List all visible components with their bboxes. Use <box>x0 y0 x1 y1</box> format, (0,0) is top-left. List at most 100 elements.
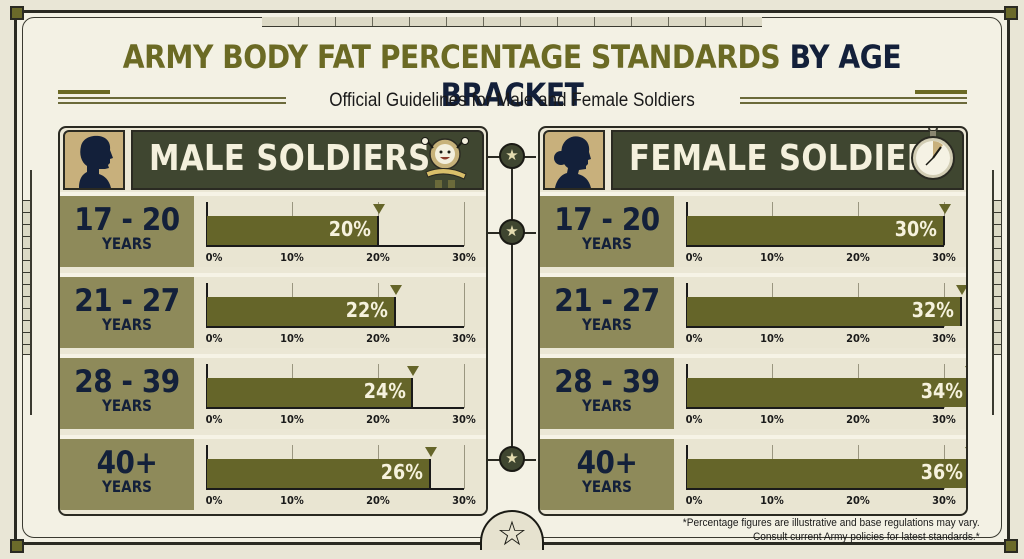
tape-measure-mascot-icon <box>421 137 469 188</box>
age-range-label: 17 - 20 <box>554 202 660 238</box>
female-panel-header: FEMALE SOLDIERS <box>540 128 966 192</box>
age-range-label: 40+ <box>576 445 638 481</box>
male-header-bar: MALE SOLDIERS <box>131 130 484 190</box>
age-range-label: 40+ <box>96 445 158 481</box>
age-bracket: 40+ YEARS <box>540 439 674 510</box>
axis-tick-label: 10% <box>760 413 784 426</box>
age-unit-label: YEARS <box>102 396 152 415</box>
star-icon: ★ <box>499 143 525 169</box>
bar-value-label: 24% <box>363 379 406 403</box>
axis-tick-label: 10% <box>760 332 784 345</box>
axis-tick-label: 0% <box>685 494 703 507</box>
axis-tick-label: 0% <box>685 251 703 264</box>
axis-tick-label: 30% <box>932 332 956 345</box>
age-bracket: 40+ YEARS <box>60 439 194 510</box>
axis-tick-label: 30% <box>932 251 956 264</box>
page-title: ARMY BODY FAT PERCENTAGE STANDARDS BY AG… <box>61 38 962 114</box>
axis-tick-label: 10% <box>760 494 784 507</box>
age-unit-label: YEARS <box>582 396 632 415</box>
axis-tick-label: 30% <box>452 413 476 426</box>
star-icon: ★ <box>499 446 525 472</box>
axis-tick-label: 0% <box>685 413 703 426</box>
age-bracket: 21 - 27 YEARS <box>60 277 194 348</box>
gridline <box>464 364 465 408</box>
female-header-bar: FEMALE SOLDIERS <box>611 128 964 190</box>
data-bar: 26% <box>207 459 431 488</box>
age-bracket: 17 - 20 YEARS <box>60 196 194 267</box>
axis-tick-label: 20% <box>366 251 390 264</box>
axis-tick-label: 10% <box>280 251 304 264</box>
corner-square <box>1004 539 1018 553</box>
table-row: 21 - 27 YEARS 32% 0% 10% 20% 30% <box>540 273 966 348</box>
male-silhouette-icon <box>79 135 113 188</box>
female-silhouette-icon <box>554 136 591 188</box>
axis-tick-label: 20% <box>846 413 870 426</box>
marker-triangle-icon <box>956 285 966 295</box>
x-axis <box>686 488 944 490</box>
table-row: 17 - 20 YEARS 20% 0% 10% 20% 30% <box>60 192 486 267</box>
bar-value-label: 34% <box>920 379 963 403</box>
stopwatch-icon <box>911 128 955 180</box>
bar-chart: 22% 0% 10% 20% 30% <box>206 283 476 345</box>
table-row: 21 - 27 YEARS 22% 0% 10% 20% 30% <box>60 273 486 348</box>
axis-tick-label: 0% <box>685 332 703 345</box>
footnote-line-1: *Percentage figures are illustrative and… <box>683 517 980 529</box>
age-range-label: 21 - 27 <box>74 283 180 319</box>
corner-square <box>10 539 24 553</box>
bar-value-label: 32% <box>912 298 955 322</box>
title-accent-bar <box>58 90 110 94</box>
data-bar: 32% <box>687 297 963 326</box>
age-range-label: 28 - 39 <box>74 364 180 400</box>
x-axis <box>686 245 944 247</box>
age-unit-label: YEARS <box>102 477 152 496</box>
marker-triangle-icon <box>373 204 385 214</box>
page-subtitle: Official Guidelines for Male and Female … <box>329 90 695 111</box>
axis-tick-label: 10% <box>760 251 784 264</box>
age-range-label: 28 - 39 <box>554 364 660 400</box>
star-icon: ★ <box>499 219 525 245</box>
data-bar: 34% <box>687 378 966 407</box>
bar-value-label: 22% <box>346 298 389 322</box>
gridline <box>464 283 465 327</box>
gridline <box>464 202 465 246</box>
x-axis <box>206 326 464 328</box>
bar-chart: 34% 0% 10% 20% 30% <box>685 364 966 426</box>
axis-tick-label: 10% <box>280 413 304 426</box>
bar-value-label: 26% <box>380 460 423 484</box>
x-axis <box>686 326 944 328</box>
subtitle-rule-left <box>58 97 286 99</box>
male-panel-title: MALE SOLDIERS <box>149 138 431 179</box>
axis-tick-label: 30% <box>932 494 956 507</box>
marker-triangle-icon <box>407 366 420 376</box>
age-unit-label: YEARS <box>582 315 632 334</box>
axis-tick-label: 10% <box>280 494 304 507</box>
age-bracket: 28 - 39 YEARS <box>540 358 674 429</box>
axis-tick-label: 20% <box>846 332 870 345</box>
age-bracket: 21 - 27 YEARS <box>540 277 674 348</box>
male-panel: MALE SOLDIERS 17 - 20 YEARS <box>58 126 488 516</box>
axis-tick-label: 30% <box>452 251 476 264</box>
corner-square <box>10 6 24 20</box>
data-bar: 30% <box>687 216 945 245</box>
axis-tick-label: 0% <box>205 413 223 426</box>
bar-chart: 20% 0% 10% 20% 30% <box>206 202 476 264</box>
connector-line <box>511 157 513 460</box>
gridline <box>464 445 465 489</box>
age-unit-label: YEARS <box>102 234 152 253</box>
right-bracket-line <box>992 170 994 415</box>
title-part-olive: ARMY BODY FAT PERCENTAGE STANDARDS <box>122 38 781 76</box>
data-bar: 36% <box>687 459 966 488</box>
footnote: *Percentage figures are illustrative and… <box>683 516 980 544</box>
x-axis <box>686 407 944 409</box>
female-panel-title: FEMALE SOLDIERS <box>629 138 954 179</box>
table-row: 40+ YEARS 26% 0% 10% 20% 30% <box>60 435 486 510</box>
title-part-navy: BY AGE BRACKET <box>440 38 902 114</box>
table-row: 40+ YEARS 36% 0% 10% 20% 30% <box>540 435 966 510</box>
title-accent-bar <box>915 90 967 94</box>
axis-tick-label: 20% <box>366 332 390 345</box>
marker-triangle-icon <box>939 204 951 214</box>
bar-chart: 26% 0% 10% 20% 30% <box>206 445 476 507</box>
subtitle-rule-right <box>740 97 967 99</box>
bar-chart: 30% 0% 10% 20% 30% <box>685 202 956 264</box>
axis-tick-label: 20% <box>846 494 870 507</box>
